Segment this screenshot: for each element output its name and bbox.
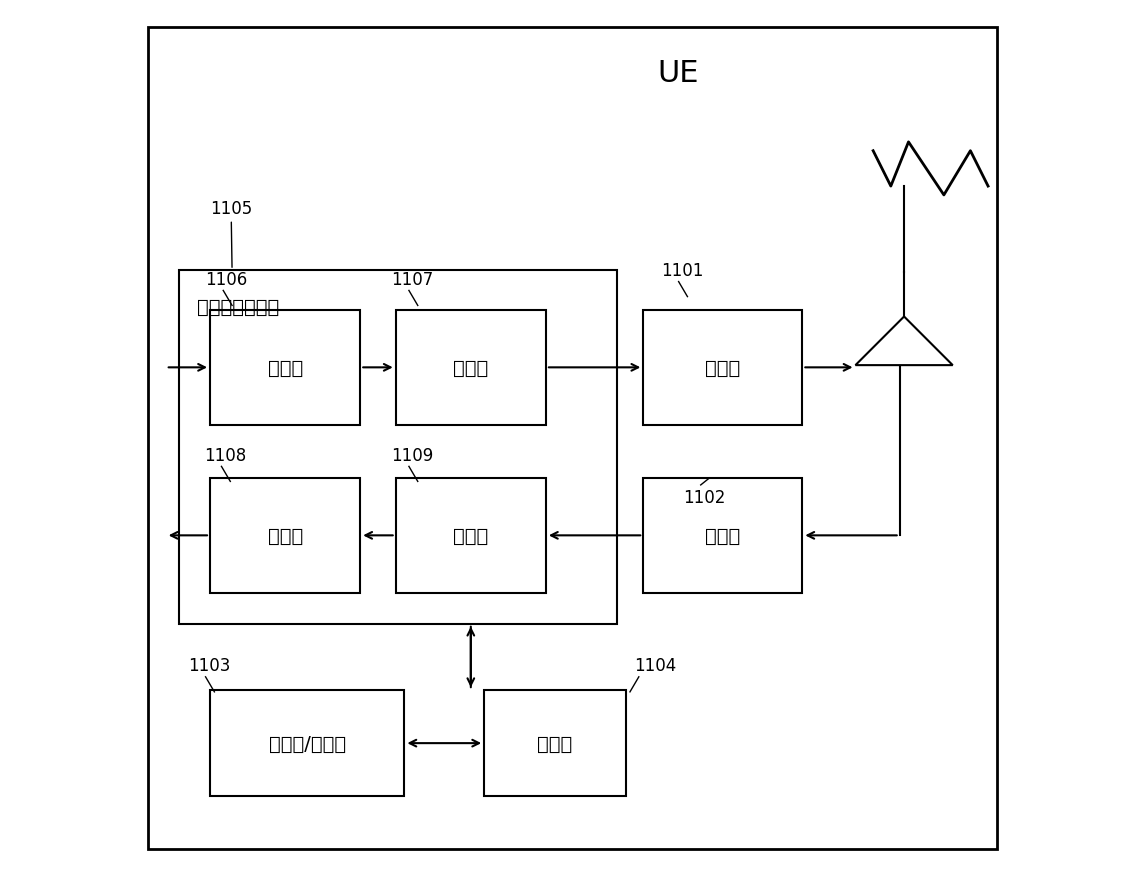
FancyBboxPatch shape — [396, 478, 546, 593]
Text: 存储器: 存储器 — [537, 734, 572, 753]
Text: 1106: 1106 — [206, 270, 247, 289]
Text: 控制器/处理器: 控制器/处理器 — [269, 734, 346, 753]
Text: 1102: 1102 — [684, 489, 726, 507]
Text: 1107: 1107 — [392, 270, 434, 289]
Text: 1108: 1108 — [204, 447, 246, 464]
FancyBboxPatch shape — [643, 478, 803, 593]
Text: 编码器: 编码器 — [268, 359, 302, 377]
FancyBboxPatch shape — [396, 310, 546, 425]
Text: 发射器: 发射器 — [705, 359, 741, 377]
Text: 1103: 1103 — [188, 657, 230, 674]
Text: UE: UE — [658, 58, 700, 88]
Text: 1109: 1109 — [392, 447, 434, 464]
FancyBboxPatch shape — [210, 478, 361, 593]
Text: 1101: 1101 — [661, 261, 703, 280]
Text: 接收器: 接收器 — [705, 526, 741, 545]
FancyBboxPatch shape — [484, 690, 625, 797]
Text: 1105: 1105 — [210, 199, 252, 268]
Text: 解调器: 解调器 — [453, 526, 489, 545]
Text: 解码器: 解码器 — [268, 526, 302, 545]
FancyBboxPatch shape — [179, 271, 617, 624]
FancyBboxPatch shape — [210, 310, 361, 425]
FancyBboxPatch shape — [210, 690, 404, 797]
Text: 调制解调处理器: 调制解调处理器 — [197, 298, 279, 316]
Text: 调制器: 调制器 — [453, 359, 489, 377]
Text: 1104: 1104 — [634, 657, 677, 674]
FancyBboxPatch shape — [148, 27, 997, 850]
FancyBboxPatch shape — [643, 310, 803, 425]
